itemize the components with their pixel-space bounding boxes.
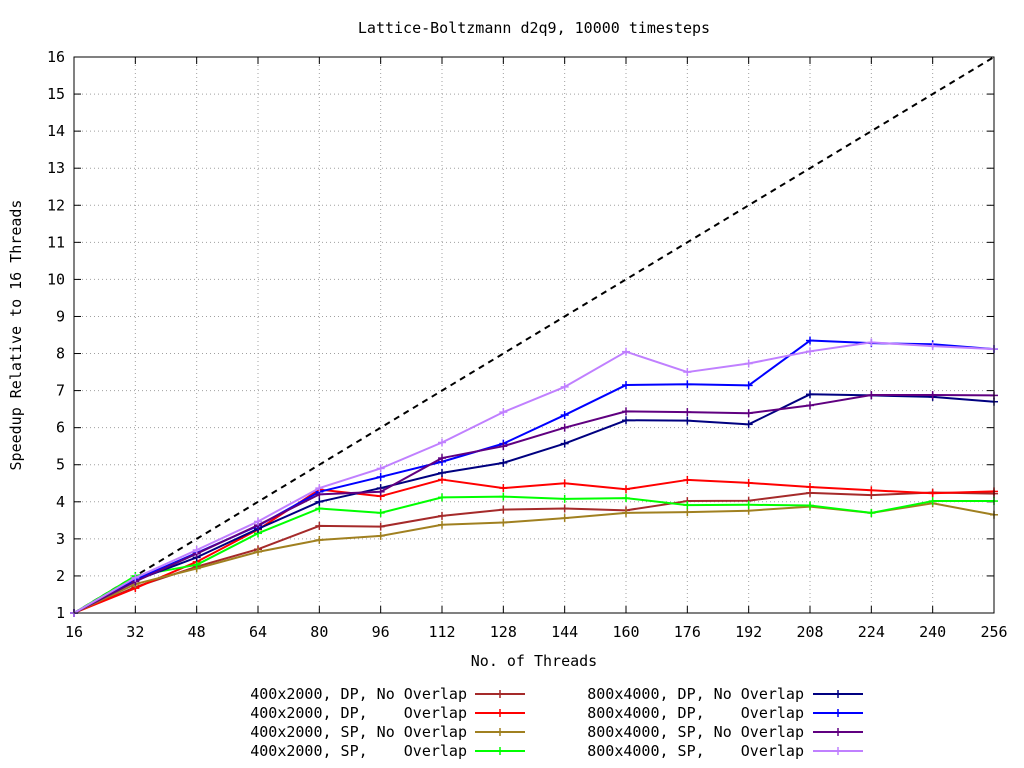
x-tick-label: 256 (980, 623, 1007, 641)
y-tick-label: 2 (56, 567, 65, 585)
y-tick-label: 15 (47, 85, 65, 103)
plot-frame (73, 56, 995, 614)
x-tick-label: 208 (796, 623, 823, 641)
x-tick-label: 224 (858, 623, 885, 641)
y-tick-label: 14 (47, 122, 65, 140)
y-tick-label: 5 (56, 456, 65, 474)
y-tick-label: 11 (47, 233, 65, 251)
y-tick-label: 16 (47, 48, 65, 66)
y-tick-label: 7 (56, 382, 65, 400)
legend-label: 800x4000, DP, No Overlap (587, 685, 804, 703)
series-4 (70, 390, 998, 617)
legend-label: 800x4000, SP, No Overlap (587, 723, 804, 741)
series-line (73, 502, 995, 614)
y-tick-label: 1 (56, 604, 65, 622)
x-tick-label: 80 (310, 623, 328, 641)
x-tick-label: 160 (612, 623, 639, 641)
y-tick-label: 10 (47, 270, 65, 288)
chart-title: Lattice-Boltzmann d2q9, 10000 timesteps (358, 19, 710, 37)
series-line (73, 341, 995, 614)
series-line (73, 339, 995, 614)
series-line (73, 393, 995, 614)
series-7 (70, 338, 998, 617)
x-tick-label: 16 (65, 623, 83, 641)
x-tick-label: 128 (490, 623, 517, 641)
series-line (73, 495, 994, 614)
y-tick-label: 9 (56, 307, 65, 325)
tick-labels: 16 32 48 64 80 96 112 128 144 160 176 192 208 224 240 2… (47, 48, 1008, 641)
legend-label: 400x2000, DP, No Overlap (250, 685, 467, 703)
x-tick-label: 96 (372, 623, 390, 641)
series-line (73, 394, 995, 614)
grid (73, 56, 995, 614)
ideal-speedup-line (73, 56, 995, 614)
y-tick-label: 4 (56, 493, 65, 511)
x-tick-label: 64 (249, 623, 267, 641)
x-tick-label: 144 (551, 623, 578, 641)
y-axis-label: Speedup Relative to 16 Threads (7, 200, 25, 471)
legend-label: 400x2000, SP, No Overlap (250, 723, 467, 741)
series-6 (70, 391, 998, 617)
x-tick-label: 112 (428, 623, 455, 641)
legend-label: 800x4000, SP, Overlap (587, 742, 804, 760)
y-tick-label: 6 (56, 419, 65, 437)
x-tick-label: 176 (674, 623, 701, 641)
series-5 (70, 336, 998, 617)
series-line (73, 491, 995, 614)
x-tick-label: 48 (188, 623, 206, 641)
y-tick-label: 12 (47, 196, 65, 214)
y-tick-label: 3 (56, 530, 65, 548)
x-tick-label: 32 (126, 623, 144, 641)
x-tick-label: 240 (919, 623, 946, 641)
legend-label: 800x4000, DP, Overlap (587, 704, 804, 722)
reference-line-group (73, 56, 995, 614)
series-line (73, 478, 995, 614)
x-axis-label: No. of Threads (471, 652, 597, 670)
x-tick-label: 192 (735, 623, 762, 641)
legend-label: 400x2000, SP, Overlap (250, 742, 467, 760)
y-tick-label: 8 (56, 345, 65, 363)
legend-label: 400x2000, DP, Overlap (250, 704, 467, 722)
series-0 (70, 488, 998, 617)
y-tick-label: 13 (47, 159, 65, 177)
series-group (70, 336, 998, 617)
